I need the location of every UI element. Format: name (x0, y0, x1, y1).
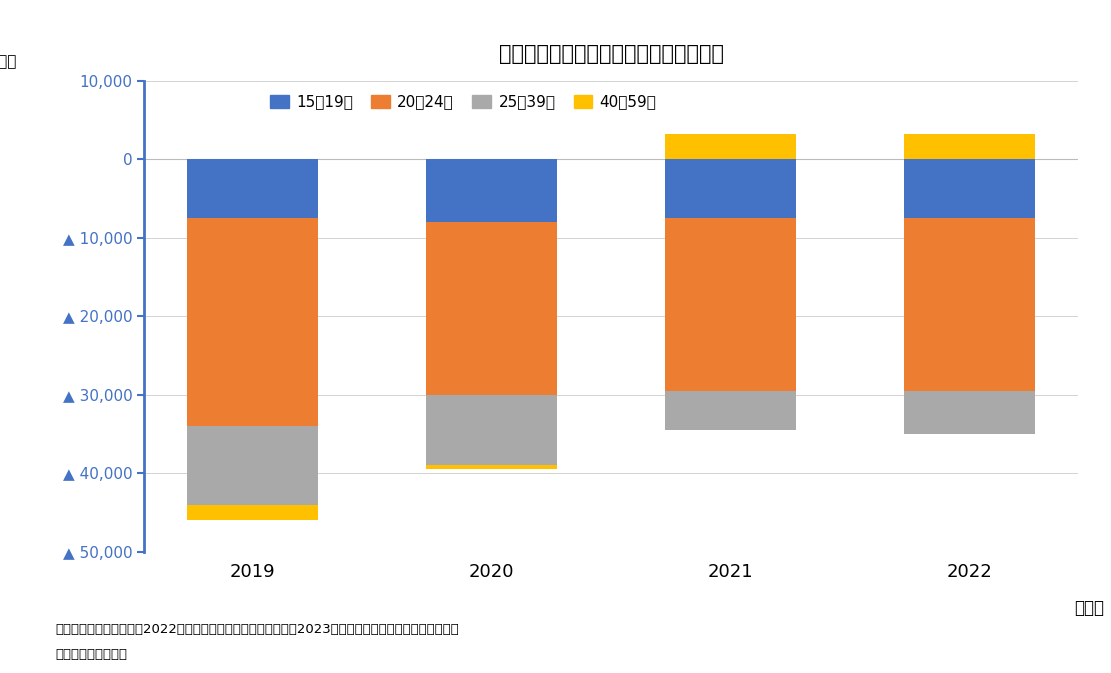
Bar (426, 466, 558, 470)
Bar (187, 426, 318, 505)
Text: ュート・プラス作成: ュート・プラス作成 (56, 648, 128, 661)
Bar (664, 134, 797, 160)
Bar (426, 160, 558, 222)
Bar (187, 160, 318, 218)
Bar (904, 160, 1035, 218)
Bar (904, 134, 1035, 160)
Bar (664, 218, 797, 391)
Text: （資料）総務省統計局「2022年住民基本台帳人口移動報告」（2023年）より、ＳＯＭＰＯインスティテ: （資料）総務省統計局「2022年住民基本台帳人口移動報告」（2023年）より、Ｓ… (56, 623, 459, 636)
Bar (664, 391, 797, 430)
Text: （人）: （人） (0, 54, 17, 69)
Bar (426, 222, 558, 395)
Bar (426, 395, 558, 466)
Bar (187, 505, 318, 520)
Bar (904, 391, 1035, 434)
Bar (664, 160, 797, 218)
Legend: 15～19歳, 20～24歳, 25～39歳, 40～59歳: 15～19歳, 20～24歳, 25～39歳, 40～59歳 (264, 88, 662, 116)
Bar (904, 218, 1035, 391)
Bar (187, 218, 318, 426)
Text: （年）: （年） (1074, 599, 1104, 617)
Title: 《図表５》郡部を巡る年齢別転入超過数: 《図表５》郡部を巡る年齢別転入超過数 (499, 44, 723, 64)
